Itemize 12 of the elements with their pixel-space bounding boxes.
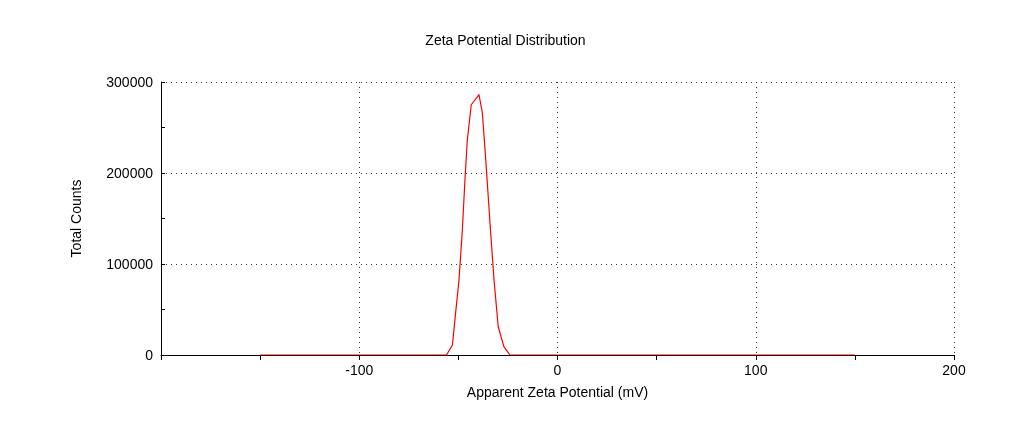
line-series <box>259 94 856 356</box>
x-axis-title: Apparent Zeta Potential (mV) <box>466 384 649 400</box>
x-tick-label: -100 <box>345 362 374 378</box>
x-tick-label: 200 <box>942 362 966 378</box>
y-tick-label: 300000 <box>106 74 154 90</box>
y-tick-label: 0 <box>145 347 154 363</box>
y-axis-title: Total Counts <box>68 179 84 258</box>
chart-title: Zeta Potential Distribution <box>425 32 586 48</box>
y-tick-label: 100000 <box>106 256 154 272</box>
y-tick-label: 200000 <box>106 165 154 181</box>
x-tick-label: 100 <box>744 362 768 378</box>
x-tick-label: 0 <box>553 362 562 378</box>
